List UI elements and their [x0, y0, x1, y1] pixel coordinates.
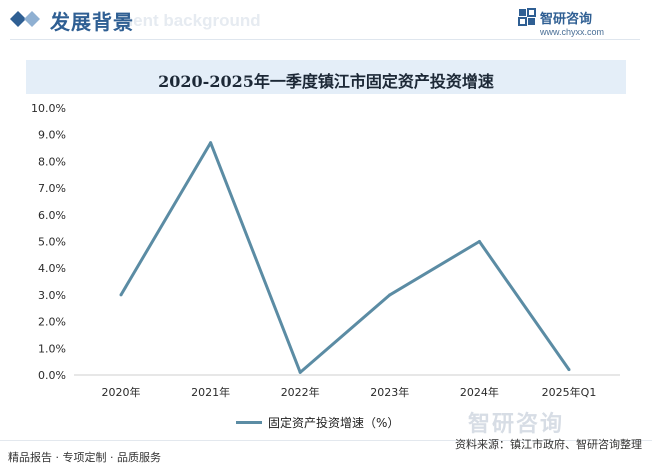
y-tick-label: 1.0%: [38, 342, 66, 355]
data-point: [119, 293, 123, 297]
header-divider: [10, 39, 640, 40]
page-title: 发展背景: [50, 10, 134, 34]
y-tick-label: 8.0%: [38, 155, 66, 168]
brand-logo-url: www.chyxx.com: [540, 27, 605, 37]
x-tick-label: 2023年: [370, 385, 409, 399]
x-tick-label: 2020年: [102, 385, 141, 399]
y-tick-label: 3.0%: [38, 289, 66, 302]
legend-label: 固定资产投资增速（%）: [268, 416, 400, 430]
chart-title: 2020-2025年一季度镇江市固定资产投资增速: [158, 72, 494, 91]
x-tick-label: 2024年: [460, 385, 499, 399]
series-line: [119, 141, 571, 374]
footer-divider: [0, 440, 652, 441]
y-tick-label: 9.0%: [38, 129, 66, 142]
y-tick-label: 0.0%: [38, 369, 66, 382]
footer-source: 资料来源：镇江市政府、智研咨询整理: [455, 438, 642, 451]
data-point: [388, 293, 392, 297]
brand-logo-icon: [518, 8, 536, 26]
data-point: [477, 240, 481, 243]
data-point: [298, 370, 302, 374]
header-diamond-icon: [10, 11, 40, 27]
y-tick-label: 5.0%: [38, 236, 66, 249]
chart-title-band: 2020-2025年一季度镇江市固定资产投资增速: [26, 60, 626, 94]
legend-swatch: [236, 421, 262, 424]
data-point: [567, 368, 571, 372]
brand-logo-text: 智研咨询: [540, 12, 593, 27]
brand-logo: 智研咨询 www.chyxx.com: [518, 7, 638, 41]
y-tick-label: 7.0%: [38, 182, 66, 195]
header-subtitle: ment background: [118, 11, 261, 30]
footer-watermark: 智研咨询: [468, 412, 565, 437]
x-tick-label: 2021年: [191, 385, 230, 399]
y-tick-label: 2.0%: [38, 316, 66, 329]
x-tick-label: 2022年: [281, 385, 320, 399]
data-point: [209, 141, 213, 145]
footer-slogan: 精品报告 · 专项定制 · 品质服务: [8, 451, 161, 464]
y-tick-label: 4.0%: [38, 262, 66, 275]
x-tick-label: 2025年Q1: [542, 385, 597, 399]
y-tick-label: 10.0%: [31, 102, 66, 115]
y-tick-label: 6.0%: [38, 209, 66, 222]
